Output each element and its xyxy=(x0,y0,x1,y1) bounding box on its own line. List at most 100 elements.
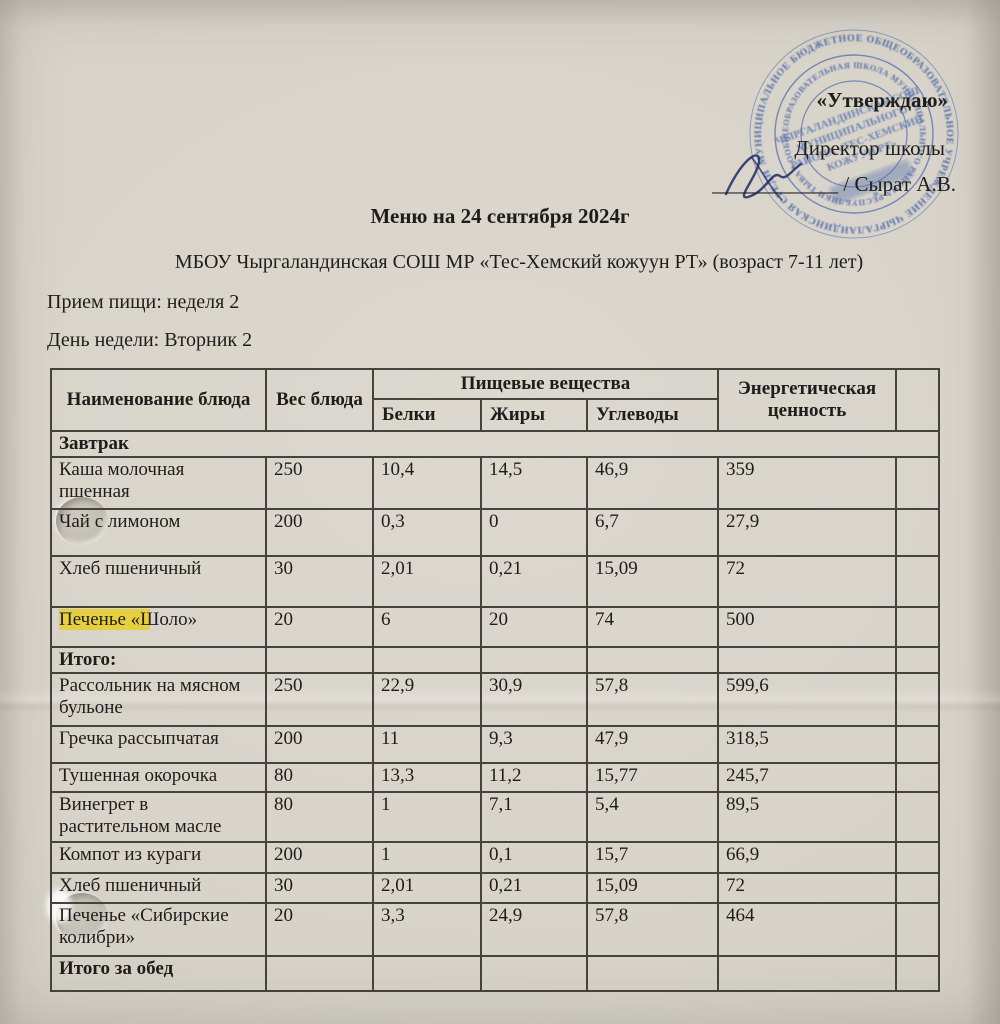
fat-cell: 24,9 xyxy=(480,902,588,957)
menu-item-row: Печенье «Шоло» 20 6 20 74 500 xyxy=(50,606,941,648)
header-fat: Жиры xyxy=(480,398,588,432)
weight-cell: 80 xyxy=(265,762,374,793)
energy-cell: 27,9 xyxy=(717,508,898,557)
energy-cell xyxy=(717,955,898,992)
fat-cell: 9,3 xyxy=(480,725,588,764)
school-stamp-seal: МУНИЦИПАЛЬНОЕ БЮДЖЕТНОЕ ОБЩЕОБРАЗОВАТЕЛЬ… xyxy=(724,4,983,263)
empty-cell xyxy=(895,841,941,874)
name-cell: Рассольник на мясном бульоне xyxy=(50,672,267,727)
protein-cell xyxy=(372,646,482,674)
name-cell: Тушенная окорочка xyxy=(50,762,267,793)
dish-name: Итого за обед xyxy=(59,958,174,979)
name-cell: Хлеб пшеничный xyxy=(50,555,267,608)
name-cell: Итого: xyxy=(50,646,267,674)
energy-cell: 245,7 xyxy=(717,762,898,793)
approve-label: «Утверждаю» xyxy=(816,88,948,112)
weight-cell: 200 xyxy=(265,725,374,764)
dish-name: Каша молочная пшенная xyxy=(59,459,185,502)
fat-cell: 20 xyxy=(480,606,588,648)
carbs-cell: 57,8 xyxy=(585,902,720,957)
highlighted-dish-name: Печенье «Шоло» xyxy=(59,609,198,630)
empty-cell xyxy=(895,508,941,557)
carbs-cell: 15,09 xyxy=(585,555,720,608)
carbs-cell: 15,09 xyxy=(585,872,720,904)
energy-cell: 72 xyxy=(717,872,898,904)
protein-cell: 13,3 xyxy=(372,762,482,793)
name-cell: Печенье «Сибирские колибри» xyxy=(50,902,267,957)
weight-cell: 200 xyxy=(265,508,374,557)
director-role-label: Директор школы xyxy=(794,136,945,160)
energy-cell: 599,6 xyxy=(717,672,898,727)
empty-cell xyxy=(895,955,941,992)
carbs-cell xyxy=(585,955,720,992)
carbs-cell: 6,7 xyxy=(585,508,720,557)
total-row: Итого за обед xyxy=(50,955,941,992)
name-cell: Печенье «Шоло» xyxy=(50,606,267,648)
energy-cell: 89,5 xyxy=(717,791,898,843)
protein-cell: 22,9 xyxy=(372,672,482,727)
menu-item-row: Хлеб пшеничный 30 2,01 0,21 15,09 72 xyxy=(50,555,941,608)
menu-item-row: Хлеб пшеничный 30 2,01 0,21 15,09 72 xyxy=(50,872,941,904)
director-signature-icon xyxy=(724,154,803,201)
empty-cell xyxy=(895,456,941,510)
empty-cell xyxy=(895,791,941,843)
menu-item-row: Каша молочная пшенная 250 10,4 14,5 46,9 359 xyxy=(50,456,941,510)
fat-cell: 7,1 xyxy=(480,791,588,843)
dish-name: Хлеб пшеничный xyxy=(59,875,202,896)
protein-cell: 1 xyxy=(372,841,482,874)
protein-cell: 6 xyxy=(372,606,482,648)
protein-cell: 0,3 xyxy=(372,508,482,557)
signature-line: ____________ xyxy=(712,172,839,196)
carbs-cell: 5,4 xyxy=(585,791,720,843)
day-of-week-line: День недели: Вторник 2 xyxy=(47,329,253,351)
school-subtitle: МБОУ Чыргаландинская СОШ МР «Тес-Хемский… xyxy=(174,251,864,273)
energy-cell: 500 xyxy=(717,606,898,648)
carbs-cell xyxy=(585,646,720,674)
fat-cell xyxy=(480,955,588,992)
dish-name: Печенье «Сибирские колибри» xyxy=(59,905,229,948)
menu-table: Наименование блюда Вес блюда Пищевые вещ… xyxy=(49,368,941,992)
dish-name: Винегрет в растительном масле xyxy=(59,794,222,837)
name-cell: Хлеб пшеничный xyxy=(50,872,267,904)
menu-title: Меню на 24 сентября 2024г xyxy=(370,204,630,228)
carbs-cell: 57,8 xyxy=(585,672,720,727)
fat-cell: 0,21 xyxy=(480,555,588,608)
header-energy-value: Энергетическая ценность xyxy=(717,368,898,432)
weight-cell xyxy=(265,646,374,674)
energy-cell: 464 xyxy=(717,902,898,957)
menu-item-row: Тушенная окорочка 80 13,3 11,2 15,77 245,7 xyxy=(50,762,941,793)
protein-cell: 1 xyxy=(372,791,482,843)
dish-name: Компот из кураги xyxy=(59,844,202,865)
empty-cell xyxy=(895,672,941,727)
energy-cell: 66,9 xyxy=(717,841,898,874)
empty-cell xyxy=(895,725,941,764)
name-cell: Винегрет в растительном масле xyxy=(50,791,267,843)
energy-cell: 72 xyxy=(717,555,898,608)
weight-cell: 250 xyxy=(265,456,374,510)
weight-cell: 30 xyxy=(265,555,374,608)
carbs-cell: 74 xyxy=(585,606,720,648)
signature-row: ____________ / Сырат А.В. xyxy=(712,172,956,197)
protein-cell: 2,01 xyxy=(372,555,482,608)
protein-cell: 3,3 xyxy=(372,902,482,957)
protein-cell: 10,4 xyxy=(372,456,482,510)
fat-cell: 30,9 xyxy=(480,672,588,727)
total-row: Итого: xyxy=(50,646,941,674)
empty-cell xyxy=(895,555,941,608)
protein-cell xyxy=(372,955,482,992)
dish-name: Рассольник на мясном бульоне xyxy=(59,675,241,718)
menu-table-body: Завтрак Каша молочная пшенная 250 10,4 14,5 4… xyxy=(49,430,941,992)
header-carbs: Углеводы xyxy=(585,398,720,432)
name-cell: Итого за обед xyxy=(50,955,267,992)
menu-item-row: Рассольник на мясном бульоне 250 22,9 30,9 5… xyxy=(50,672,941,727)
menu-item-row: Винегрет в растительном масле 80 1 7,1 5,4 89… xyxy=(50,791,941,843)
dish-name: Чай с лимоном xyxy=(59,511,181,532)
empty-cell xyxy=(895,872,941,904)
fat-cell: 11,2 xyxy=(480,762,588,793)
empty-cell xyxy=(895,606,941,648)
name-cell: Чай с лимоном xyxy=(50,508,267,557)
stamp-asterisk: * xyxy=(871,187,882,203)
director-name: / Сырат А.В. xyxy=(843,172,956,196)
menu-item-row: Компот из кураги 200 1 0,1 15,7 66,9 xyxy=(50,841,941,874)
weight-cell: 200 xyxy=(265,841,374,874)
